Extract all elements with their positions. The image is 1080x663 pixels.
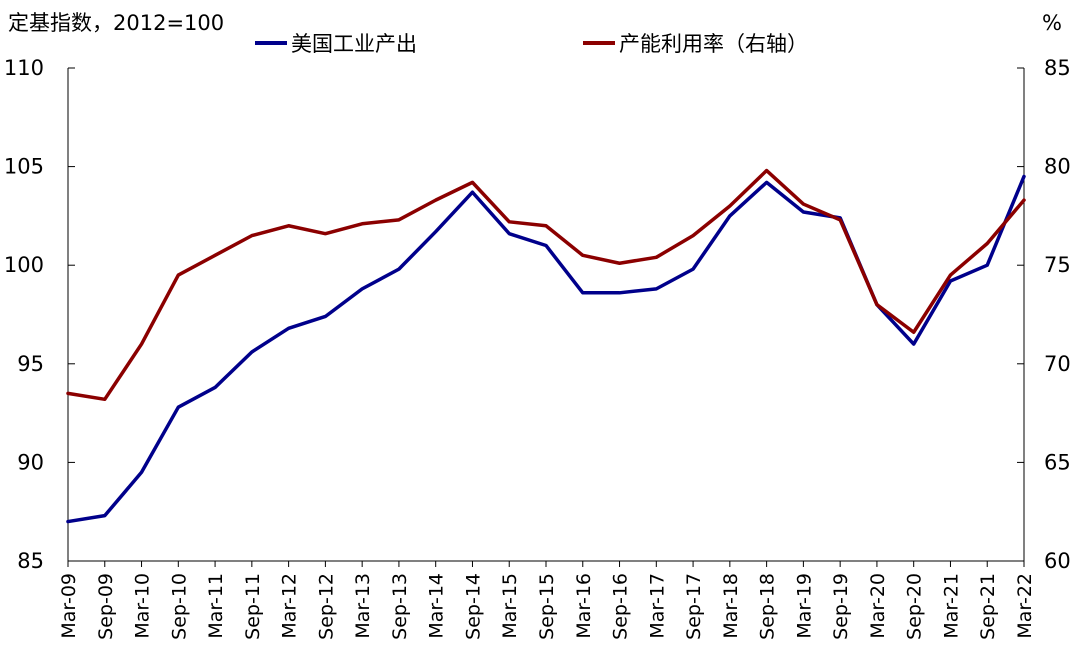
- x-tick-label: Mar-20: [867, 573, 889, 639]
- left-axis: 85 90 95 100 105 110: [4, 56, 75, 573]
- x-tick-label: Mar-11: [205, 573, 227, 639]
- x-axis: Mar-09 Sep-09 Mar-10 Sep-10 Mar-11 Sep-11 Mar-…: [58, 561, 1036, 640]
- right-tick-label: 70: [1044, 352, 1071, 376]
- x-tick-label: Mar-17: [646, 573, 668, 639]
- right-axis-title: %: [1042, 11, 1062, 35]
- x-tick-label: Sep-09: [95, 573, 117, 640]
- right-tick-label: 65: [1044, 450, 1071, 474]
- x-tick-label: Sep-16: [610, 573, 632, 640]
- x-tick-label: Mar-14: [426, 573, 448, 639]
- x-tick-label: Mar-15: [499, 573, 521, 639]
- x-tick-label: Mar-16: [573, 573, 595, 639]
- left-tick-label: 105: [4, 155, 44, 179]
- x-tick-label: Sep-15: [536, 573, 558, 640]
- right-axis: 60 65 70 75 80 85: [1017, 56, 1071, 573]
- x-tick-label: Mar-12: [279, 573, 301, 639]
- left-axis-title: 定基指数，2012=100: [8, 11, 224, 35]
- series-line-1: [66, 174, 1026, 524]
- left-tick-label: 110: [4, 56, 44, 80]
- legend-label-1: 美国工业产出: [291, 32, 417, 56]
- left-tick-label: 90: [17, 450, 44, 474]
- x-tick-label: Sep-13: [389, 573, 411, 640]
- left-tick-label: 95: [17, 352, 44, 376]
- plot-frame: [67, 68, 1025, 562]
- series-line-2: [66, 168, 1026, 402]
- x-tick-label: Mar-19: [793, 573, 815, 639]
- x-tick-label: Mar-10: [132, 573, 154, 639]
- left-tick-label: 100: [4, 253, 44, 277]
- x-tick-label: Mar-18: [720, 573, 742, 639]
- right-tick-label: 85: [1044, 56, 1071, 80]
- x-tick-label: Sep-14: [462, 573, 484, 640]
- left-tick-label: 85: [17, 549, 44, 573]
- right-tick-label: 60: [1044, 549, 1071, 573]
- x-tick-label: Sep-19: [830, 573, 852, 640]
- right-tick-label: 80: [1044, 155, 1071, 179]
- x-tick-label: Sep-10: [168, 573, 190, 640]
- right-tick-label: 75: [1044, 253, 1071, 277]
- x-tick-label: Mar-21: [940, 573, 962, 639]
- x-tick-label: Sep-18: [757, 573, 779, 640]
- x-tick-label: Mar-22: [1014, 573, 1036, 639]
- x-tick-label: Sep-11: [242, 573, 264, 640]
- x-tick-label: Mar-09: [58, 573, 80, 639]
- x-tick-label: Sep-12: [315, 573, 337, 640]
- x-tick-label: Sep-21: [977, 573, 999, 640]
- legend-label-2: 产能利用率（右轴）: [619, 32, 808, 56]
- x-tick-label: Sep-17: [683, 573, 705, 640]
- x-tick-label: Sep-20: [904, 573, 926, 640]
- x-tick-label: Mar-13: [352, 573, 374, 639]
- series-lines: [66, 168, 1026, 524]
- legend: 美国工业产出 产能利用率（右轴）: [255, 32, 808, 56]
